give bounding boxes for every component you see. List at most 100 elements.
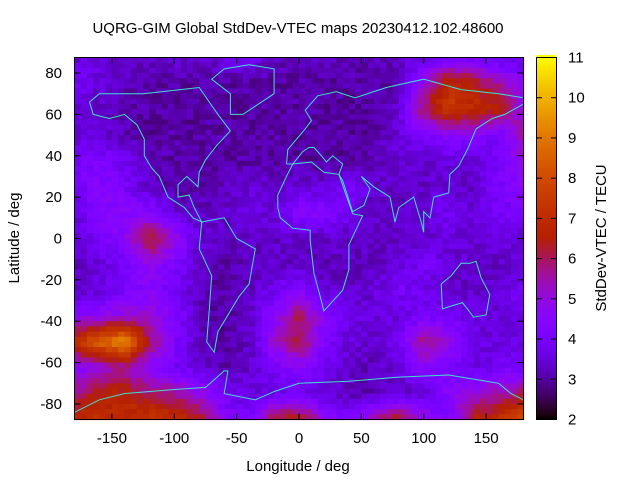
heatmap-cell (348, 67, 356, 74)
heatmap-cell (317, 383, 325, 390)
heatmap-cell (336, 228, 344, 234)
heatmap-cell (473, 393, 481, 400)
heatmap-cell (161, 62, 169, 69)
heatmap-cell (417, 398, 425, 405)
heatmap-cell (461, 171, 468, 178)
heatmap-cell (111, 300, 119, 307)
heatmap-cell (423, 83, 431, 90)
heatmap-cell (180, 73, 188, 79)
heatmap-cell (111, 279, 119, 286)
heatmap-cell (155, 243, 163, 250)
heatmap-cell (417, 104, 425, 110)
heatmap-cell (398, 119, 406, 126)
heatmap-cell (355, 67, 362, 74)
heatmap-cell (355, 373, 362, 379)
heatmap-cell (386, 145, 394, 152)
heatmap-cell (386, 166, 394, 172)
heatmap-cell (517, 321, 525, 327)
heatmap-cell (211, 93, 219, 100)
heatmap-cell (111, 124, 119, 131)
heatmap-cell (448, 248, 456, 255)
heatmap-cell (405, 98, 412, 105)
heatmap-cell (473, 279, 481, 286)
heatmap-cell (479, 186, 487, 193)
heatmap-cell (267, 98, 275, 105)
heatmap-cell (473, 135, 481, 141)
heatmap-cell (80, 310, 88, 317)
heatmap-cell (211, 114, 219, 121)
heatmap-cell (386, 326, 394, 333)
heatmap-cell (342, 347, 350, 353)
heatmap-cell (87, 310, 94, 317)
heatmap-cell (392, 135, 400, 141)
heatmap-cell (467, 212, 475, 219)
heatmap-cell (467, 57, 475, 64)
heatmap-cell (280, 104, 288, 110)
heatmap-cell (217, 207, 225, 214)
heatmap-cell (174, 259, 182, 265)
heatmap-cell (217, 414, 225, 421)
heatmap-cell (467, 104, 475, 110)
heatmap-cell (99, 223, 107, 229)
heatmap-cell (193, 93, 200, 100)
heatmap-cell (286, 259, 294, 265)
heatmap-cell (511, 166, 518, 172)
heatmap-cell (311, 254, 319, 260)
heatmap-cell (136, 414, 144, 421)
heatmap-cell (492, 176, 500, 183)
heatmap-cell (161, 367, 169, 374)
heatmap-cell (405, 352, 412, 359)
heatmap-cell (161, 238, 169, 245)
heatmap-cell (355, 233, 362, 240)
heatmap-cell (398, 233, 406, 240)
heatmap-cell (230, 357, 238, 364)
heatmap-cell (317, 259, 325, 265)
heatmap-cell (80, 129, 88, 136)
heatmap-cell (93, 135, 100, 141)
heatmap-cell (267, 228, 275, 234)
heatmap-cell (286, 119, 294, 126)
heatmap-cell (217, 254, 225, 260)
heatmap-cell (261, 109, 269, 115)
heatmap-cell (380, 83, 387, 90)
heatmap-cell (186, 321, 194, 327)
heatmap-cell (423, 186, 431, 193)
heatmap-cell (267, 78, 275, 84)
heatmap-cell (398, 98, 406, 105)
heatmap-cell (286, 186, 294, 193)
heatmap-cell (461, 67, 468, 74)
heatmap-cell (442, 274, 450, 281)
heatmap-cell (130, 357, 138, 364)
heatmap-cell (193, 124, 200, 131)
heatmap-cell (99, 129, 107, 136)
heatmap-cell (286, 321, 294, 327)
heatmap-cell (299, 373, 306, 379)
heatmap-cell (199, 295, 206, 302)
heatmap-cell (205, 398, 213, 405)
heatmap-cell (380, 150, 387, 157)
heatmap-cell (292, 295, 300, 302)
heatmap-cell (492, 378, 500, 384)
heatmap-cell (373, 373, 381, 379)
heatmap-cell (317, 160, 325, 167)
heatmap-cell (454, 316, 462, 322)
heatmap-cell (224, 109, 231, 115)
heatmap-cell (224, 305, 231, 312)
heatmap-cell (467, 290, 475, 296)
heatmap-cell (405, 285, 412, 291)
heatmap-cell (205, 119, 213, 126)
heatmap-cell (386, 274, 394, 281)
heatmap-cell (205, 409, 213, 415)
heatmap-cell (355, 362, 362, 369)
heatmap-cell (299, 197, 306, 203)
heatmap-cell (448, 310, 456, 317)
heatmap-cell (442, 243, 450, 250)
heatmap-cell (105, 93, 113, 100)
heatmap-cell (280, 124, 288, 131)
heatmap-cell (174, 93, 182, 100)
heatmap-cell (211, 414, 219, 421)
heatmap-cell (411, 217, 419, 224)
heatmap-cell (224, 207, 231, 214)
heatmap-cell (267, 352, 275, 359)
heatmap-cell (286, 367, 294, 374)
